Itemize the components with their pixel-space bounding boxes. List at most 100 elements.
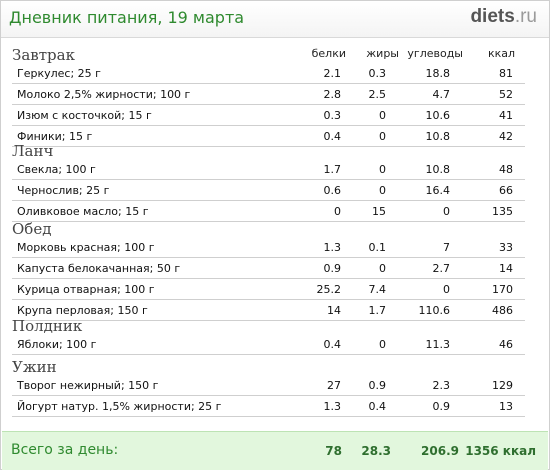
food-carbs: 0 [443,283,450,296]
food-kcal: 13 [499,400,513,413]
food-kcal: 14 [499,262,513,275]
food-protein: 0.3 [323,109,342,122]
food-protein: 1.7 [323,163,342,176]
food-fat: 0 [379,262,386,275]
food-row[interactable]: Изюм с косточкой; 15 г 0.3 0 10.6 41 [12,107,525,126]
food-kcal: 170 [492,283,513,296]
food-protein: 1.3 [323,241,342,254]
food-kcal: 81 [499,67,513,80]
food-protein: 0.9 [323,262,342,275]
total-fat: 28.3 [361,444,391,458]
food-fat: 0.3 [368,67,387,80]
food-kcal: 33 [499,241,513,254]
food-kcal: 42 [499,130,513,143]
food-kcal: 129 [492,379,513,392]
total-protein: 78 [325,444,342,458]
food-kcal: 46 [499,338,513,351]
food-kcal: 52 [499,88,513,101]
food-carbs: 2.3 [432,379,451,392]
site-logo[interactable]: diets.ru [470,6,537,28]
food-name: Геркулес; 25 г [17,67,101,80]
food-kcal: 48 [499,163,513,176]
food-row[interactable]: Геркулес; 25 г 2.1 0.3 18.8 81 [12,65,525,84]
food-name: Курица отварная; 100 г [17,283,155,296]
food-name: Йогурт натур. 1,5% жирности; 25 г [17,400,222,413]
food-carbs: 10.8 [425,163,451,176]
food-carbs: 10.6 [425,109,451,122]
food-fat: 0 [379,130,386,143]
column-header-kcal: ккал [487,47,515,60]
food-protein: 2.8 [323,88,342,101]
food-fat: 0 [379,338,386,351]
meal-title: Ужин [12,358,57,376]
total-kcal: 1356 ккал [465,444,536,458]
total-carbs: 206.9 [421,444,459,458]
food-row[interactable]: Яблоки; 100 г 0.4 0 11.3 46 [12,336,525,355]
food-name: Морковь красная; 100 г [17,241,155,254]
page-title: Дневник питания, 19 марта [9,8,245,27]
food-fat: 0 [379,163,386,176]
daily-total: Всего за день: 78 28.3 206.9 1356 ккал [2,431,548,470]
food-carbs: 0.9 [432,400,451,413]
food-row[interactable]: Морковь красная; 100 г 1.3 0.1 7 33 [12,239,525,258]
meal-title: Полдник [12,317,83,335]
food-protein: 14 [327,304,341,317]
food-kcal: 66 [499,184,513,197]
logo-suffix: .ru [514,6,537,27]
food-name: Яблоки; 100 г [17,338,97,351]
food-row[interactable]: Йогурт натур. 1,5% жирности; 25 г 1.3 0.4 0… [12,398,525,417]
total-label: Всего за день: [11,442,119,458]
food-row[interactable]: Крупа перловая; 150 г 14 1.7 110.6 486 [12,302,525,321]
food-carbs: 11.3 [425,338,451,351]
food-fat: 15 [372,205,386,218]
food-carbs: 18.8 [425,67,451,80]
column-header-protein: белки [311,47,346,60]
food-carbs: 110.6 [418,304,451,317]
food-kcal: 41 [499,109,513,122]
food-protein: 27 [327,379,341,392]
food-protein: 0.6 [323,184,342,197]
food-carbs: 16.4 [425,184,451,197]
food-fat: 0.4 [368,400,387,413]
food-kcal: 486 [492,304,513,317]
food-carbs: 7 [443,241,450,254]
food-fat: 0.1 [368,241,387,254]
logo-main: diets [470,6,515,27]
meal-title: Завтрак [12,46,75,64]
food-name: Свекла; 100 г [17,163,96,176]
food-name: Изюм с косточкой; 15 г [17,109,152,122]
food-name: Оливковое масло; 15 г [17,205,149,218]
food-name: Творог нежирный; 150 г [17,379,159,392]
meal-title: Ланч [12,142,54,160]
food-carbs: 10.8 [425,130,451,143]
food-row[interactable]: Курица отварная; 100 г 25.2 7.4 0 170 [12,281,525,300]
food-fat: 0 [379,184,386,197]
food-row[interactable]: Капуста белокачанная; 50 г 0.9 0 2.7 14 [12,260,525,279]
food-row[interactable]: Творог нежирный; 150 г 27 0.9 2.3 129 [12,377,525,396]
food-protein: 0.4 [323,338,342,351]
column-header-fat: жиры [366,47,399,60]
meal-title: Обед [12,220,52,238]
food-carbs: 2.7 [432,262,451,275]
food-protein: 0.4 [323,130,342,143]
food-row[interactable]: Молоко 2,5% жирности; 100 г 2.8 2.5 4.7 52 [12,86,525,105]
food-fat: 1.7 [368,304,387,317]
food-protein: 2.1 [323,67,342,80]
food-fat: 2.5 [368,88,387,101]
food-fat: 0 [379,109,386,122]
food-name: Крупа перловая; 150 г [17,304,148,317]
food-name: Молоко 2,5% жирности; 100 г [17,88,191,101]
food-carbs: 4.7 [432,88,451,101]
food-row[interactable]: Финики; 15 г 0.4 0 10.8 42 [12,128,525,147]
food-name: Капуста белокачанная; 50 г [17,262,181,275]
food-row[interactable]: Оливковое масло; 15 г 0 15 0 135 [12,203,525,222]
food-row[interactable]: Свекла; 100 г 1.7 0 10.8 48 [12,161,525,180]
food-protein: 25.2 [316,283,342,296]
header: Дневник питания, 19 марта diets.ru [1,1,549,38]
food-protein: 0 [334,205,341,218]
food-row[interactable]: Чернослив; 25 г 0.6 0 16.4 66 [12,182,525,201]
food-protein: 1.3 [323,400,342,413]
food-kcal: 135 [492,205,513,218]
column-header-carbs: углеводы [407,47,463,60]
